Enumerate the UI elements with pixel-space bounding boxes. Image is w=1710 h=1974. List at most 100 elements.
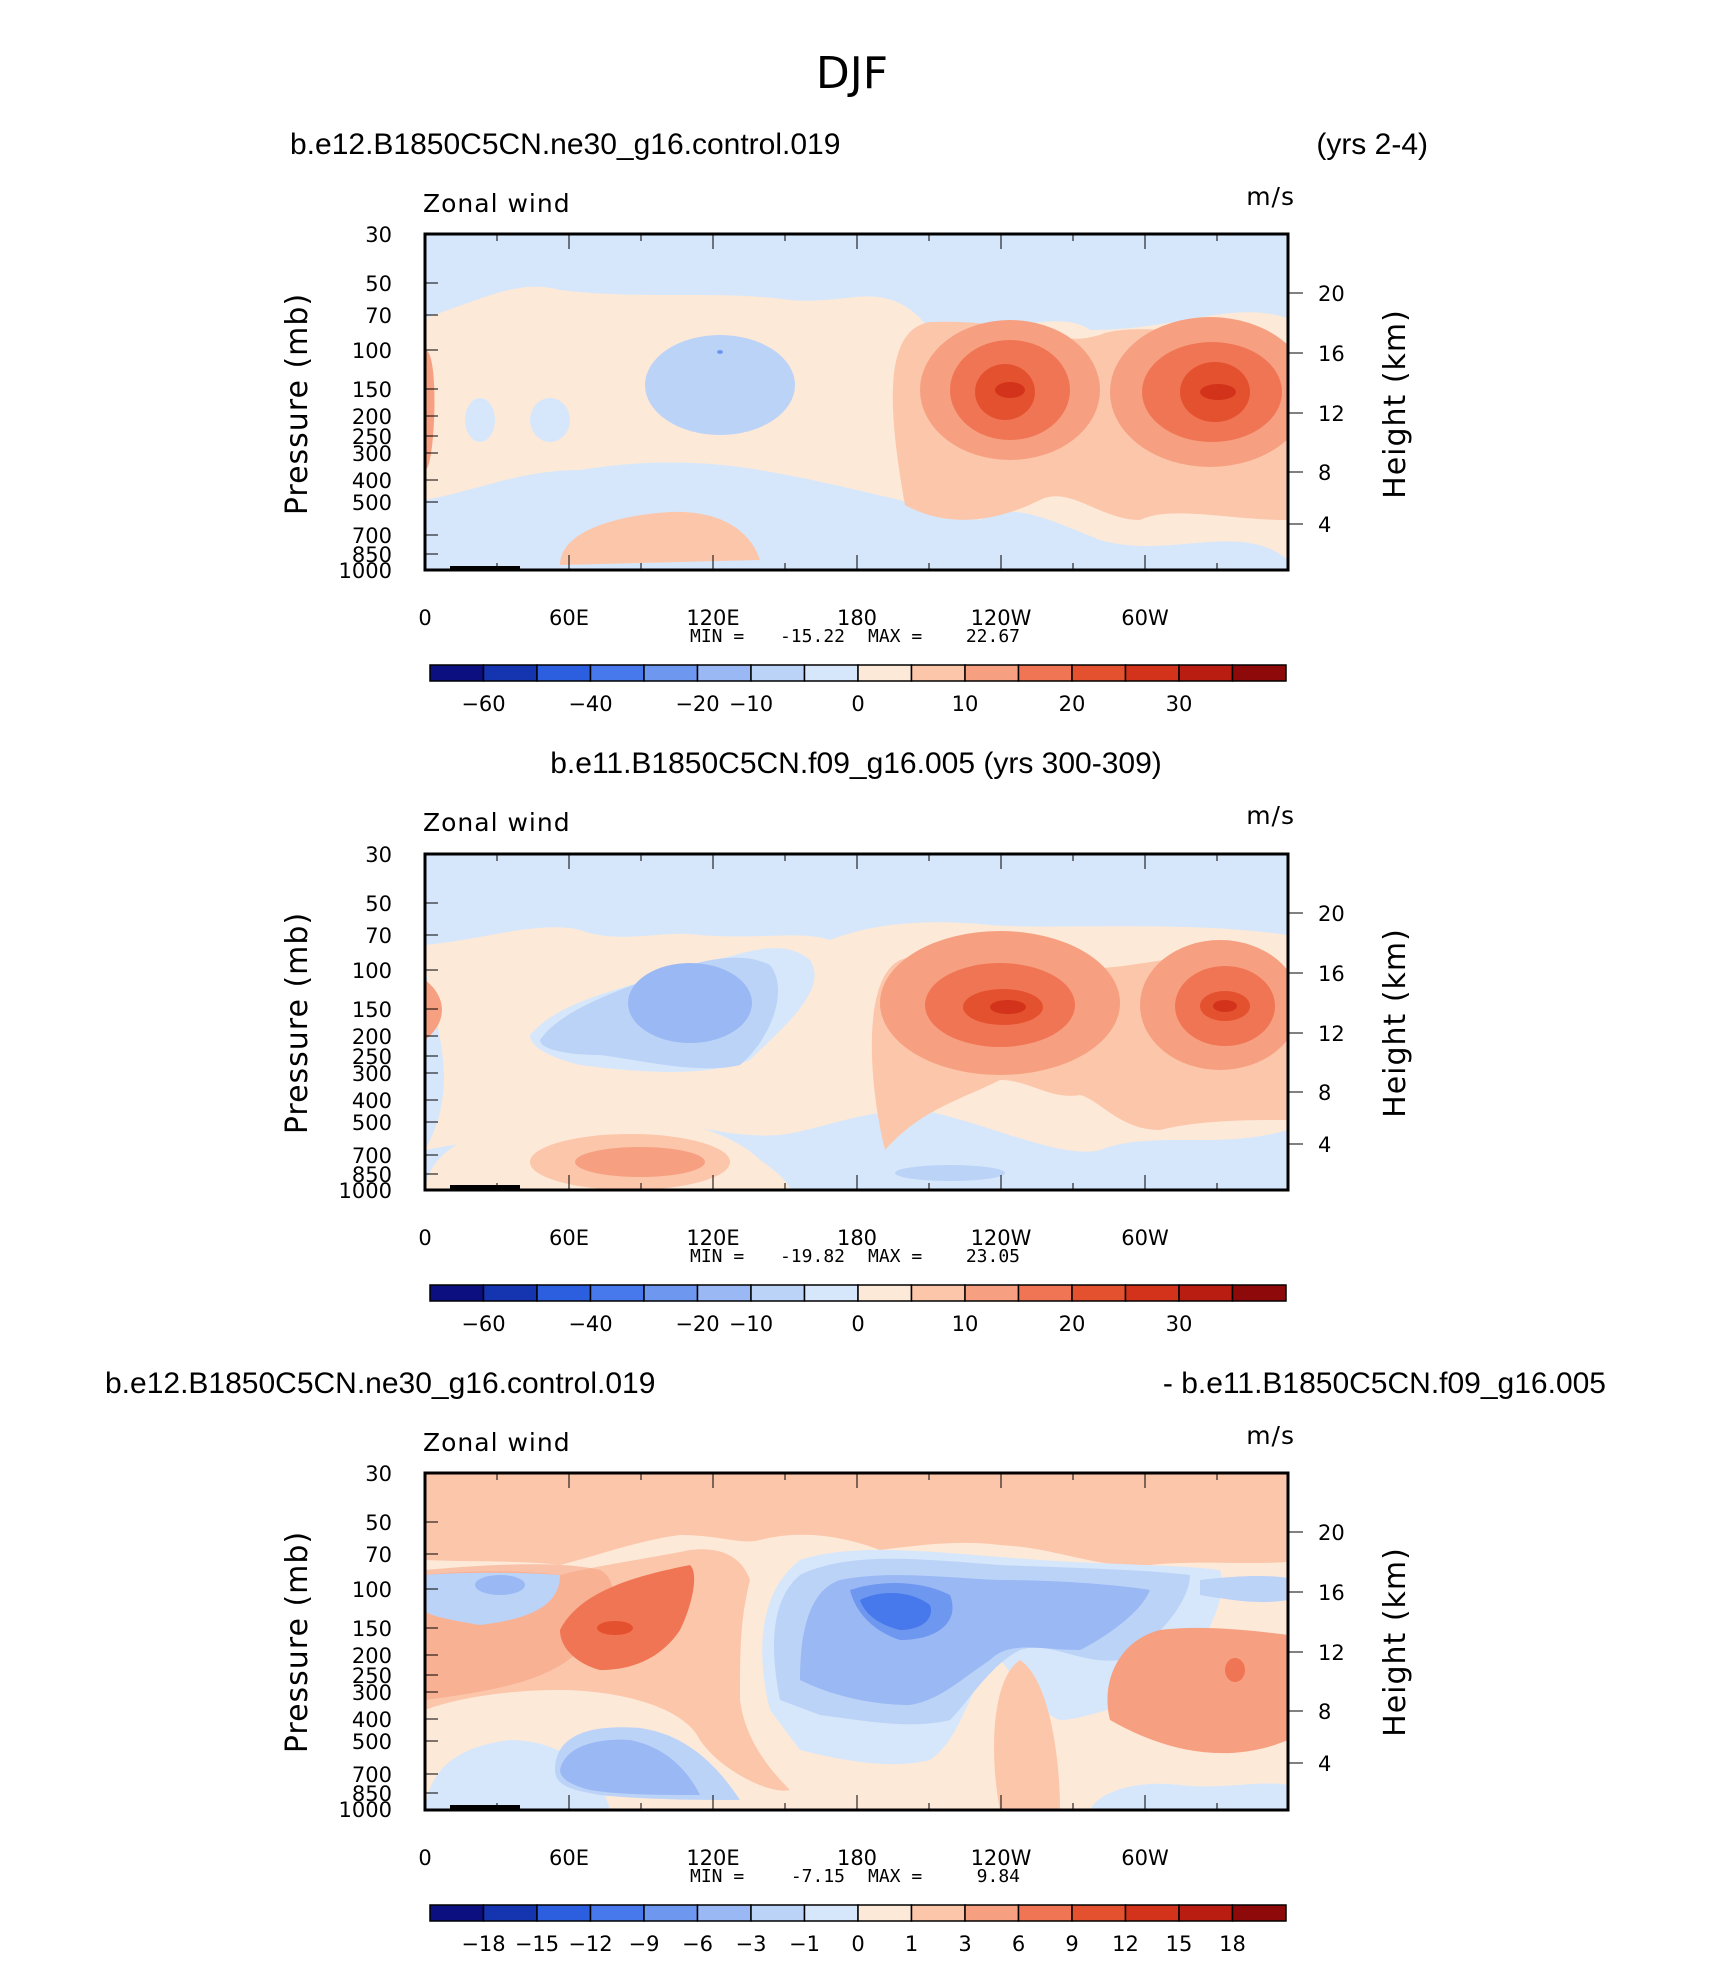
colorbar-box [803, 1284, 859, 1302]
svg-text:20: 20 [1318, 1521, 1345, 1545]
panel-2-min-max: MIN = -19.82 MAX = 23.05 [690, 1246, 1020, 1267]
svg-text:50: 50 [365, 272, 392, 296]
svg-text:200: 200 [352, 405, 392, 429]
panel-1: b.e12.B1850C5CN.ne30_g16.control.019 (yr… [280, 128, 1428, 716]
panel-1-topography [450, 566, 520, 570]
svg-text:60W: 60W [1121, 1226, 1169, 1250]
svg-text:120E: 120E [686, 1226, 739, 1250]
panel-1-x-ticks [496, 234, 1218, 570]
colorbar-box [1231, 1284, 1287, 1302]
colorbar-label: 3 [958, 1932, 971, 1956]
panel-2-left-ticks [425, 853, 438, 1175]
svg-text:MAX =: MAX = [868, 1246, 922, 1267]
colorbar-label: −60 [461, 692, 505, 716]
svg-text:200: 200 [352, 1025, 392, 1049]
colorbar-label: 30 [1166, 692, 1193, 716]
colorbar-label: 20 [1059, 1312, 1086, 1336]
colorbar-label: −40 [568, 692, 612, 716]
colorbar-label: −12 [568, 1932, 612, 1956]
panel-3: b.e12.B1850C5CN.ne30_g16.control.019 - b… [105, 1367, 1606, 1956]
colorbar-box [589, 1284, 645, 1302]
panel-1-x-axis-labels: 0 60E 120E 180 120W 60W [418, 606, 1169, 630]
colorbar-box [1017, 664, 1073, 682]
colorbar-box [910, 1904, 966, 1922]
colorbar-label: −20 [675, 1312, 719, 1336]
panel-1-low-level-max [560, 511, 760, 565]
svg-text:MAX =: MAX = [868, 1866, 922, 1887]
colorbar-box [536, 1284, 592, 1302]
panel-3-min-max: MIN = -7.15 MAX = 9.84 [690, 1866, 1020, 1887]
panel-1-right-ticks [1288, 292, 1303, 525]
colorbar-label: −10 [729, 1312, 773, 1336]
panel-2-variable: Zonal wind [423, 808, 571, 837]
panel-1-contours [425, 234, 1288, 570]
svg-text:16: 16 [1318, 1581, 1345, 1605]
svg-text:120E: 120E [686, 606, 739, 630]
svg-text:30: 30 [365, 223, 392, 247]
colorbar-label: −9 [629, 1932, 660, 1956]
colorbar-box [643, 664, 699, 682]
panel-2-colorbar: −60 −40 −20 −10 0 10 20 30 [429, 1284, 1287, 1336]
svg-text:60E: 60E [549, 1226, 589, 1250]
svg-text:60E: 60E [549, 606, 589, 630]
svg-text:20: 20 [1318, 902, 1345, 926]
colorbar-label: 12 [1112, 1932, 1139, 1956]
colorbar-box [482, 1284, 538, 1302]
svg-text:100: 100 [352, 959, 392, 983]
panel-3-contours [425, 1473, 1288, 1810]
colorbar-box [964, 664, 1020, 682]
panel-1-easterly [645, 335, 795, 435]
panel-1-ylabel: Pressure (mb) [280, 293, 315, 515]
svg-text:60W: 60W [1121, 606, 1169, 630]
panel-3-colorbar: −18 −15 −12 −9 −6 −3 −1 0 1 3 6 9 12 15 18 [429, 1904, 1287, 1956]
colorbar-box [910, 664, 966, 682]
panel-1-min-max: MIN = -15.22 MAX = 22.67 [690, 626, 1020, 647]
svg-text:500: 500 [352, 491, 392, 515]
colorbar-box [750, 664, 806, 682]
colorbar-box [803, 664, 859, 682]
svg-text:180: 180 [837, 1846, 877, 1870]
colorbar-box [429, 1284, 485, 1302]
panel-3-variable: Zonal wind [423, 1428, 571, 1457]
svg-text:70: 70 [365, 924, 392, 948]
svg-text:180: 180 [837, 606, 877, 630]
svg-text:250: 250 [352, 425, 392, 449]
panel-3-x-axis-labels: 0 60E 120E 180 120W 60W [418, 1846, 1169, 1870]
panel-3-units: m/s [1246, 1421, 1295, 1450]
panel-1-colorbar: −60 −40 −20 −10 0 10 20 30 [429, 664, 1287, 716]
svg-text:0: 0 [418, 1226, 431, 1250]
panel-1-variable: Zonal wind [423, 189, 571, 218]
colorbar-box [429, 1904, 485, 1922]
svg-text:70: 70 [365, 1543, 392, 1567]
colorbar-label: −40 [568, 1312, 612, 1336]
colorbar-label: −6 [682, 1932, 713, 1956]
svg-text:700: 700 [352, 524, 392, 548]
svg-text:30: 30 [365, 1462, 392, 1486]
colorbar-box [696, 1284, 752, 1302]
svg-text:1000: 1000 [339, 1179, 392, 1203]
panel-3-x-ticks [496, 1473, 1218, 1810]
colorbar-label: 0 [851, 1932, 864, 1956]
svg-text:9.84: 9.84 [977, 1866, 1020, 1887]
svg-text:300: 300 [352, 1681, 392, 1705]
panel-1-ylabel-right: Height (km) [1378, 309, 1413, 499]
colorbar-box [964, 1284, 1020, 1302]
colorbar-box [1124, 1904, 1180, 1922]
svg-text:850: 850 [352, 1782, 392, 1806]
colorbar-box [1071, 1284, 1127, 1302]
colorbar-box [696, 664, 752, 682]
svg-text:4: 4 [1318, 513, 1331, 537]
colorbar-box [643, 1904, 699, 1922]
panel-2-contours [425, 854, 1288, 1190]
colorbar-box [589, 664, 645, 682]
colorbar-box [1017, 1284, 1073, 1302]
panel-2-topography [450, 1185, 520, 1190]
panel-2-title: b.e11.B1850C5CN.f09_g16.005 (yrs 300-309… [550, 747, 1162, 780]
panel-2-x-ticks [496, 854, 1218, 1190]
panel-3-title-right: - b.e11.B1850C5CN.f09_g16.005 [1163, 1367, 1606, 1400]
colorbar-box [1178, 664, 1234, 682]
colorbar-label: 0 [851, 1312, 864, 1336]
svg-text:MIN =: MIN = [690, 626, 744, 647]
panel-3-topography [450, 1805, 520, 1810]
